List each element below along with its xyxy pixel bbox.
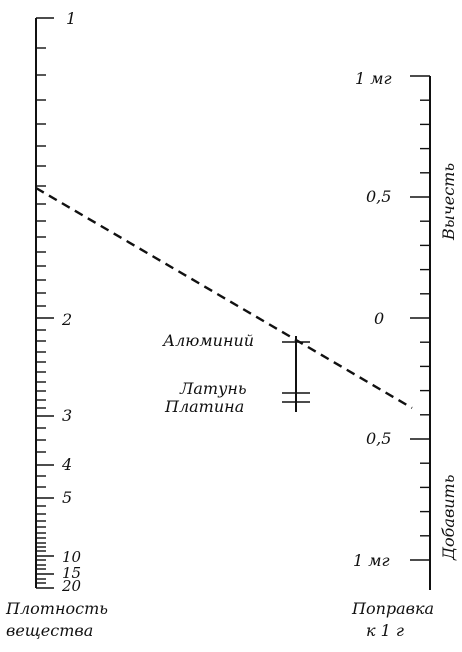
example-key-line	[35, 186, 413, 410]
density-label-20: 20	[61, 577, 82, 595]
density-label-4: 4	[61, 455, 72, 474]
platinum-label: Платина	[164, 397, 244, 416]
subtract-side-label: Вычесть	[439, 163, 458, 241]
density-caption-line2: вещества	[6, 621, 93, 640]
density-caption-line1: Плотность	[5, 599, 108, 618]
correction-label-zero: 0	[374, 309, 384, 328]
correction-label-top-1mg: 1 мг	[355, 69, 392, 88]
density-label-1: 1	[66, 9, 76, 28]
correction-label-upper-05: 0,5	[366, 187, 391, 206]
aluminium-label: Алюминий	[162, 331, 254, 350]
correction-scale: 1 мг 0,5 0 0,5 1 мг Вычесть Добавить Поп…	[351, 69, 458, 640]
density-label-2: 2	[61, 310, 72, 329]
density-ticks	[36, 17, 54, 589]
density-scale: 1 2 3 4 5 10 15 20 Плотность вещества	[5, 9, 108, 640]
add-side-label: Добавить	[439, 475, 458, 561]
correction-label-lower-05: 0,5	[366, 429, 391, 448]
density-label-10: 10	[62, 548, 82, 566]
density-label-5: 5	[62, 488, 72, 507]
correction-caption-line2: к 1 г	[366, 621, 404, 640]
brass-label: Латунь	[179, 379, 247, 398]
weights-material-scale: Алюминий Латунь Платина	[162, 331, 310, 416]
density-label-15: 15	[62, 564, 81, 582]
correction-ticks	[410, 75, 430, 561]
correction-caption-line1: Поправка	[351, 599, 434, 618]
correction-label-bottom-1mg: 1 мг	[353, 551, 390, 570]
density-label-3: 3	[62, 406, 72, 425]
